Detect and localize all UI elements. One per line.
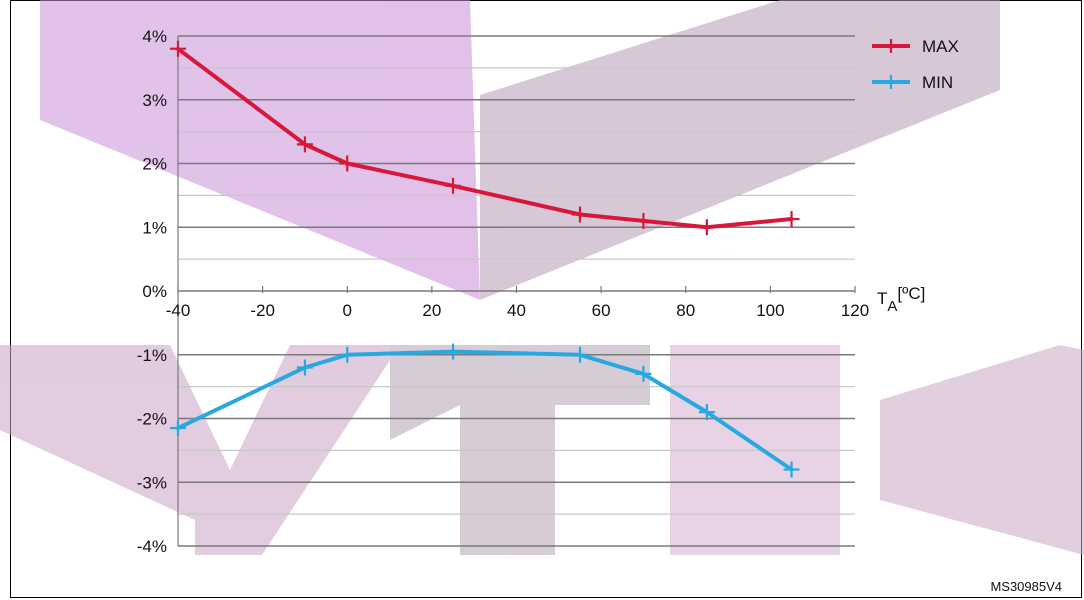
data-point-max (296, 136, 313, 153)
y-tick-label: 2% (142, 155, 167, 174)
y-tick-label: -1% (137, 346, 167, 365)
x-tick-label: 0 (343, 301, 352, 320)
data-point-min (170, 420, 186, 437)
legend-item-min: MIN (872, 73, 953, 92)
legend-label: MAX (922, 37, 959, 56)
y-tick-label: 4% (142, 27, 167, 46)
data-point-min (296, 359, 313, 376)
x-tick-label: 40 (507, 301, 526, 320)
x-tick-label: -20 (250, 301, 275, 320)
data-point-min (635, 365, 652, 382)
data-point-min (698, 404, 715, 421)
x-tick-label: 60 (592, 301, 611, 320)
data-point-max (698, 219, 715, 236)
data-point-max (783, 210, 800, 227)
x-tick-label: 120 (841, 301, 869, 320)
series-layer (170, 40, 800, 478)
y-tick-label: 1% (142, 218, 167, 237)
y-tick-label: -3% (137, 473, 167, 492)
x-tick-label: 100 (756, 301, 784, 320)
series-line-min (176, 349, 794, 472)
data-point-min (571, 346, 588, 363)
data-point-min (783, 461, 800, 478)
x-tick-label: 20 (422, 301, 441, 320)
y-tick-label: 0% (142, 282, 167, 301)
y-tick-label: -2% (137, 410, 167, 429)
tick-labels: 4% 3% 2% 1% 0% -1% -2% -3% -4% -40 -20 0 20 40 60 80 100… (137, 27, 926, 556)
x-axis-title: TA[ºC] (877, 284, 925, 315)
data-point-max (170, 40, 186, 57)
data-point-min (339, 346, 356, 363)
legend-item-max: MAX (872, 37, 959, 56)
data-point-max (571, 206, 588, 223)
data-point-min (445, 343, 462, 360)
data-point-max (635, 212, 652, 229)
y-tick-label: 3% (142, 91, 167, 110)
series-line-max (176, 46, 794, 230)
legend: MAX MIN (872, 37, 959, 92)
y-tick-label: -4% (137, 537, 167, 556)
x-tick-label: -40 (166, 301, 191, 320)
figure-reference: MS30985V4 (990, 579, 1062, 594)
watermark (0, 0, 1084, 555)
data-point-max (339, 155, 356, 172)
x-tick-label: 80 (676, 301, 695, 320)
legend-label: MIN (922, 73, 953, 92)
data-point-max (445, 177, 462, 194)
